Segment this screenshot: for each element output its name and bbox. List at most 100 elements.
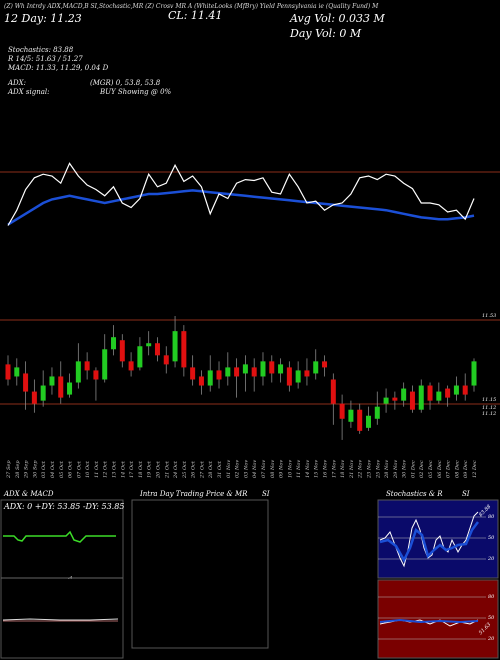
date-label: 05 Dec bbox=[428, 460, 434, 478]
date-label: 14 Nov bbox=[305, 460, 311, 478]
date-label: 05 Oct bbox=[59, 460, 65, 478]
day-volume-label: Day Vol: 0 M bbox=[290, 27, 362, 40]
mgr-readout: (MGR) 0, 53.8, 53.8 bbox=[90, 79, 161, 87]
candle-body bbox=[409, 391, 415, 410]
date-label: 21 Nov bbox=[349, 460, 355, 479]
si-panel-title: SI bbox=[262, 490, 270, 498]
candle-body bbox=[383, 397, 389, 404]
date-label: 12 Dec bbox=[472, 460, 478, 478]
date-label: 26 Oct bbox=[191, 460, 197, 479]
candle-body bbox=[163, 355, 169, 365]
date-label: 03 Nov bbox=[243, 460, 249, 478]
date-label: 27 Oct bbox=[199, 460, 205, 479]
candle-body bbox=[111, 337, 117, 350]
price-axis-bottom: 11.15 bbox=[482, 397, 497, 403]
date-label: 25 Oct bbox=[182, 460, 188, 479]
stochastics-readout: Stochastics: 83.88 bbox=[8, 46, 74, 54]
candle-body bbox=[207, 370, 213, 386]
date-label: 02 Nov bbox=[235, 460, 241, 478]
date-label: 01 Nov bbox=[226, 460, 232, 478]
r-readout: R 14/5: 51.63 / 51.27 bbox=[8, 55, 83, 63]
date-label: 18 Nov bbox=[340, 460, 346, 478]
date-label: 08 Dec bbox=[454, 460, 460, 478]
date-label: 06 Oct bbox=[68, 460, 74, 478]
date-label: 30 Nov bbox=[402, 460, 408, 478]
date-label: 07 Dec bbox=[446, 460, 452, 478]
candle-body bbox=[269, 361, 275, 374]
date-label: 28 Nov bbox=[384, 460, 390, 479]
candle-body bbox=[365, 415, 371, 428]
candle-body bbox=[453, 385, 459, 395]
date-label: 23 Nov bbox=[366, 460, 372, 479]
date-label: 28 Oct bbox=[208, 460, 214, 479]
candle-body bbox=[251, 367, 257, 377]
date-label: 24 Oct bbox=[173, 460, 179, 479]
date-label: 01 Dec bbox=[410, 460, 416, 478]
date-label: 20 Oct bbox=[155, 460, 161, 479]
macd-readout: MACD: 11.33, 11.29, 0.04 D bbox=[8, 64, 109, 72]
candle-body bbox=[23, 373, 29, 392]
date-label: 03 Oct bbox=[41, 460, 47, 478]
candle-body bbox=[102, 349, 108, 380]
candle-body bbox=[75, 361, 81, 383]
candle-body bbox=[14, 367, 20, 377]
candle-body bbox=[418, 385, 424, 410]
adx-readout: ADX: bbox=[8, 79, 27, 87]
date-label: 28 Sep bbox=[15, 460, 21, 479]
date-label: 16 Nov bbox=[323, 460, 329, 478]
date-label: 22 Nov bbox=[358, 460, 364, 479]
candle-body bbox=[401, 388, 407, 401]
candle-body bbox=[49, 376, 55, 386]
stochastic-line bbox=[7, 162, 475, 226]
candle-body bbox=[322, 361, 328, 368]
candle-body bbox=[58, 376, 64, 398]
candle-body bbox=[198, 376, 204, 386]
candle-body bbox=[146, 343, 152, 347]
date-label: 17 Oct bbox=[129, 460, 135, 478]
date-label: 14 Oct bbox=[120, 460, 126, 478]
date-label: 25 Nov bbox=[375, 460, 381, 479]
date-label: 30 Sep bbox=[32, 460, 38, 478]
date-label: 10 Nov bbox=[287, 460, 293, 478]
date-label: 15 Nov bbox=[314, 460, 320, 478]
date-label: 31 Oct bbox=[217, 460, 223, 478]
date-label: 07 Oct bbox=[76, 460, 82, 478]
candle-body bbox=[436, 391, 442, 401]
candle-body bbox=[67, 382, 73, 395]
date-label: 11 Oct bbox=[94, 460, 100, 478]
candle-body bbox=[84, 361, 90, 371]
candle-body bbox=[348, 409, 354, 422]
date-label: 04 Oct bbox=[50, 460, 56, 478]
candle-body bbox=[392, 397, 398, 401]
candle-body bbox=[190, 367, 196, 380]
candle-body bbox=[304, 370, 310, 377]
candle-body bbox=[154, 343, 160, 356]
si-level-20-label: 20 bbox=[488, 636, 495, 642]
stoch-level-20-label: 20 bbox=[488, 556, 495, 562]
date-label: 29 Sep bbox=[24, 460, 30, 479]
date-label: 27 Sep bbox=[6, 460, 12, 479]
date-label: 02 Dec bbox=[419, 460, 425, 478]
candle-body bbox=[119, 340, 125, 362]
candle-body bbox=[286, 367, 292, 386]
stoch-level-80-label: 80 bbox=[488, 514, 495, 520]
candle-body bbox=[462, 385, 468, 395]
adx-panel-readout: ADX: 0 +DY: 53.85 -DY: 53.85 bbox=[4, 502, 125, 511]
candle-body bbox=[181, 331, 187, 368]
close-price-label: CL: 11.41 bbox=[168, 9, 223, 22]
date-label: 08 Nov bbox=[270, 460, 276, 478]
candle-body bbox=[242, 364, 248, 374]
twelve-day-label: 12 Day: 11.23 bbox=[4, 12, 82, 25]
date-label: 17 Nov bbox=[331, 460, 337, 478]
candle-body bbox=[260, 361, 266, 377]
date-label: 10 Oct bbox=[85, 460, 91, 478]
candle-body bbox=[172, 331, 178, 362]
date-label: 06 Dec bbox=[437, 460, 443, 478]
candle-body bbox=[295, 370, 301, 383]
chart-header: (Z) Wh Intrdy ADX,MACD,B SI,Stochastic,M… bbox=[4, 3, 379, 10]
price-axis-bottom2: 11.12 bbox=[482, 405, 497, 411]
candle-body bbox=[40, 385, 46, 401]
candle-body bbox=[5, 364, 11, 380]
candles-group bbox=[5, 316, 477, 440]
